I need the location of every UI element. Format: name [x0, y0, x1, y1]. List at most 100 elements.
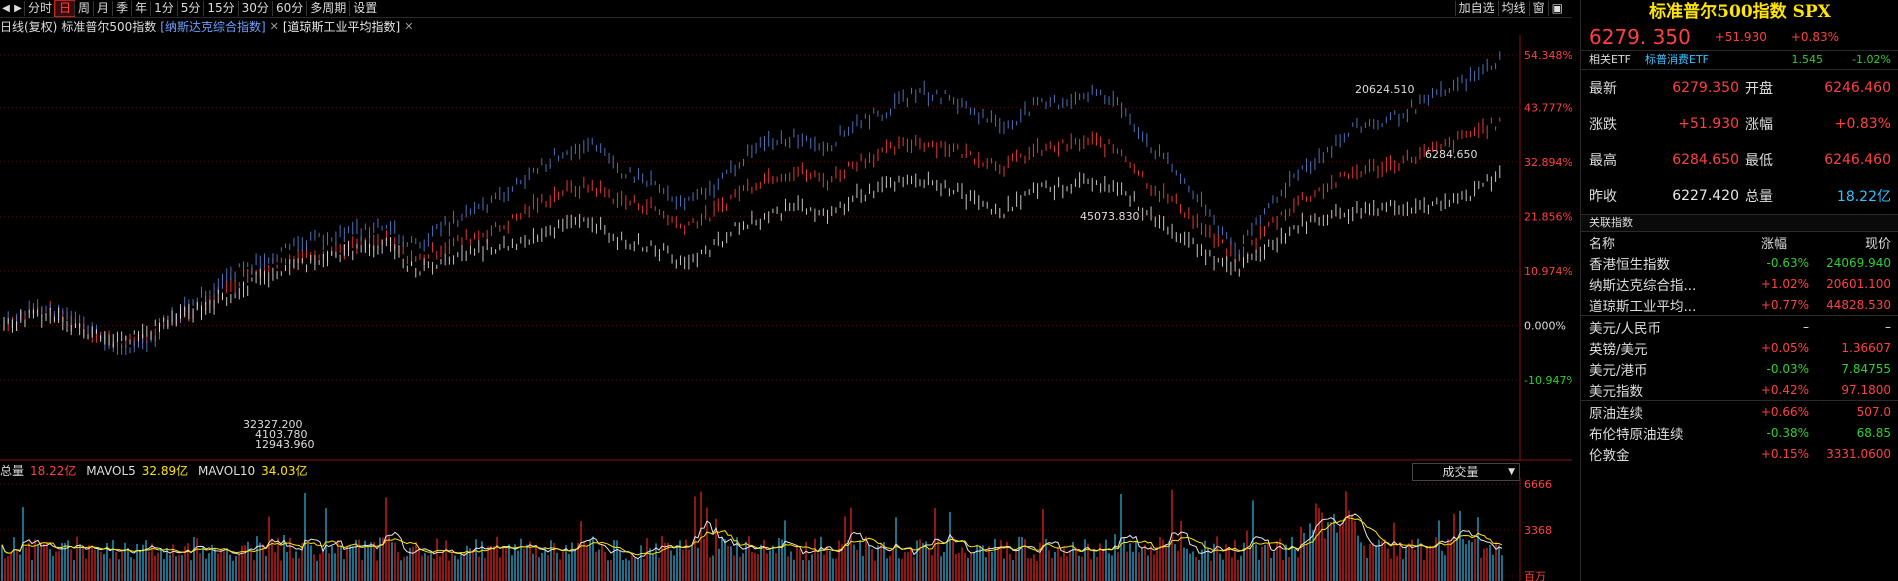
related-row[interactable]: 道琼斯工业平均... +0.77% 44828.530: [1581, 294, 1898, 315]
mavol5-value: 32.89亿: [141, 464, 189, 478]
tab-period[interactable]: 15分: [203, 1, 237, 16]
related-name: 英镑/美元: [1589, 341, 1648, 358]
price-annotation: 32327.200: [243, 418, 303, 431]
related-columns: 名称 涨幅 现价: [1581, 232, 1898, 252]
related-name: 美元指数: [1589, 383, 1643, 400]
tab-period[interactable]: 年: [131, 1, 150, 16]
related-row[interactable]: 美元/港币 -0.03% 7.84755: [1581, 358, 1898, 379]
tab-period[interactable]: 1分: [150, 1, 177, 16]
tab-period[interactable]: 季: [112, 1, 131, 16]
y-tick-label: 10.974%: [1524, 265, 1572, 278]
indicator-select[interactable]: 成交量 ▼: [1412, 463, 1520, 481]
panel-title: 标准普尔500指数 SPX: [1649, 2, 1831, 22]
tab-period[interactable]: 设置: [349, 1, 380, 16]
related-name: 布伦特原油连续: [1589, 426, 1684, 443]
legend-dow-close-icon[interactable]: ✕: [404, 20, 414, 33]
related-pct: -0.38%: [1766, 425, 1809, 440]
related-price: 97.1800: [1841, 382, 1891, 397]
related-price: 507.0: [1856, 404, 1891, 419]
quote-value: 6246.460: [1824, 152, 1891, 168]
price-annotation: 20624.510: [1355, 83, 1415, 96]
legend-dow[interactable]: [道琼斯工业平均指数]: [282, 20, 401, 34]
quote-row: 最高 6284.650 最低 6246.460: [1581, 142, 1898, 178]
mavol5-label: MAVOL5: [86, 464, 136, 478]
related-row[interactable]: 香港恒生指数 -0.63% 24069.940: [1581, 252, 1898, 273]
related-pct: +0.77%: [1760, 297, 1809, 312]
scroll-left-icon[interactable]: ◀: [2, 3, 10, 14]
tab-period[interactable]: 分时: [24, 1, 55, 16]
related-price: –: [1885, 319, 1891, 334]
scroll-right-icon[interactable]: ▶: [14, 3, 22, 14]
y-tick-label: 43.777%: [1524, 102, 1572, 115]
quote-value: 6246.460: [1824, 80, 1891, 96]
quote-value: 18.22亿: [1836, 189, 1891, 205]
toolbar-right-button[interactable]: 窗: [1528, 1, 1548, 16]
quote-label: 最高: [1589, 153, 1617, 169]
related-pct: +0.05%: [1760, 340, 1809, 355]
quote-label: 涨幅: [1745, 117, 1773, 133]
tab-period[interactable]: 月: [93, 1, 112, 16]
related-pct: +0.15%: [1760, 446, 1809, 461]
quote-label: 涨跌: [1589, 117, 1617, 133]
quote-label: 开盘: [1745, 81, 1773, 97]
related-name: 道琼斯工业平均...: [1589, 298, 1697, 315]
quote-label: 最低: [1745, 153, 1773, 169]
tab-period[interactable]: 60分: [271, 1, 306, 16]
y-tick-label: 0.000%: [1524, 320, 1566, 333]
etf-name[interactable]: 标普消费ETF: [1645, 53, 1709, 66]
related-row[interactable]: 原油连续 +0.66% 507.0: [1581, 400, 1898, 422]
related-name: 香港恒生指数: [1589, 256, 1670, 273]
expand-icon[interactable]: ▣: [1547, 1, 1566, 16]
toolbar-right-button[interactable]: 均线: [1497, 1, 1529, 16]
related-row[interactable]: 美元/人民币 – –: [1581, 315, 1898, 337]
volume-tick-label: 3368: [1524, 524, 1552, 537]
related-pct: -0.63%: [1766, 255, 1809, 270]
quote-value: +0.83%: [1834, 116, 1891, 132]
tab-period[interactable]: 30分: [237, 1, 272, 16]
total-volume-value: 18.22亿: [30, 464, 77, 478]
legend-main-index: 标准普尔500指数: [61, 20, 157, 34]
tab-period[interactable]: 多周期: [306, 1, 349, 16]
legend-nasdaq[interactable]: [纳斯达克综合指数]: [160, 20, 266, 34]
related-etf-row[interactable]: 相关ETF 标普消费ETF 1.545 -1.02%: [1581, 50, 1898, 69]
related-pct: +1.02%: [1760, 276, 1809, 291]
tab-period[interactable]: 日: [54, 0, 76, 17]
tab-period[interactable]: 周: [74, 1, 93, 16]
related-price: 68.85: [1856, 425, 1891, 440]
related-price: 44828.530: [1826, 297, 1891, 312]
col-price[interactable]: 现价: [1864, 236, 1891, 252]
legend-nasdaq-close-icon[interactable]: ✕: [269, 20, 279, 33]
price-annotation: 45073.830: [1080, 210, 1140, 223]
related-indices-header: 关联指数: [1581, 214, 1898, 232]
legend-period: 日线(复权): [0, 20, 58, 34]
related-name: 美元/人民币: [1589, 320, 1662, 337]
related-name: 伦敦金: [1589, 447, 1630, 464]
related-price: 24069.940: [1826, 255, 1891, 270]
volume-chart[interactable]: 6666 3368 百万: [0, 478, 1572, 581]
quote-label: 最新: [1589, 81, 1617, 97]
price-chart[interactable]: 54.348% 43.777% 32.894% 21.856% 10.974% 0.000…: [0, 35, 1572, 461]
col-name[interactable]: 名称: [1589, 236, 1616, 252]
related-row[interactable]: 英镑/美元 +0.05% 1.36607: [1581, 337, 1898, 358]
tab-period[interactable]: 5分: [176, 1, 204, 16]
chevron-down-icon: ▼: [1508, 467, 1515, 477]
y-tick-label: -10.947%: [1524, 374, 1572, 387]
related-row[interactable]: 布伦特原油连续 -0.38% 68.85: [1581, 422, 1898, 443]
chart-legend: 日线(复权) 标准普尔500指数 [纳斯达克综合指数] ✕ [道琼斯工业平均指数…: [0, 19, 413, 35]
quote-value: 6284.650: [1672, 152, 1739, 168]
etf-label: 相关ETF: [1589, 53, 1631, 66]
related-row[interactable]: 纳斯达克综合指... +1.02% 20601.100: [1581, 273, 1898, 294]
price-row: 6279. 350 +51.930 +0.83%: [1581, 24, 1898, 50]
col-pct[interactable]: 涨幅: [1760, 236, 1787, 252]
y-tick-label: 32.894%: [1524, 156, 1572, 169]
mavol5-line: [1, 513, 1503, 560]
related-row[interactable]: 伦敦金 +0.15% 3331.0600: [1581, 443, 1898, 464]
related-name: 纳斯达克综合指...: [1589, 277, 1697, 294]
toolbar-right-button[interactable]: 加自选: [1454, 1, 1498, 16]
quote-value: +51.930: [1678, 116, 1739, 132]
etf-pct: -1.02%: [1852, 53, 1891, 66]
period-toolbar: ◀ ▶ 分时日周月季年 1分 5分 15分 30分 60分 多周期 设置 加自选 均线窗 ▣: [0, 0, 1572, 18]
related-price: 20601.100: [1826, 276, 1891, 291]
related-row[interactable]: 美元指数 +0.42% 97.1800: [1581, 379, 1898, 400]
quote-label: 昨收: [1589, 189, 1617, 205]
